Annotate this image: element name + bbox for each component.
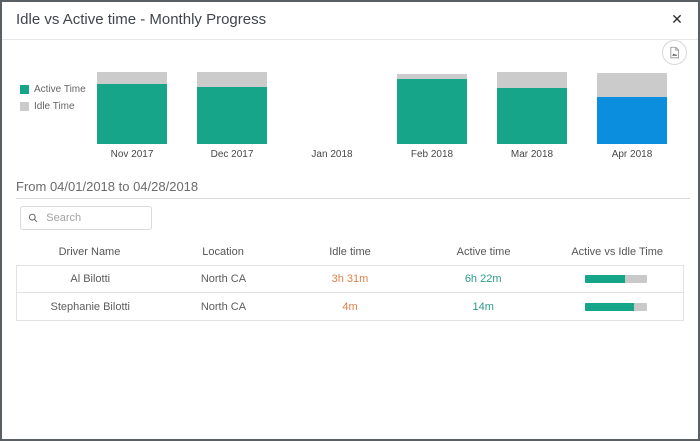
active-segment[interactable] [497, 88, 567, 144]
search-box[interactable] [20, 206, 152, 230]
column-header: Driver Name [58, 246, 121, 258]
month-label: Dec 2017 [210, 149, 254, 160]
export-button[interactable] [662, 40, 687, 65]
active-vs-idle-bar [585, 275, 648, 283]
active-vs-idle-bar [585, 302, 648, 311]
search-icon [28, 213, 38, 223]
table-row[interactable]: Al Bilotti North CA 3h 31m 6h 22m [16, 265, 684, 293]
cell-active-vs-idle [550, 302, 683, 311]
legend-swatch [20, 102, 29, 111]
column-header: Active vs Idle Time [571, 246, 664, 258]
cell-idle-time: 3h 31m [331, 273, 369, 285]
bar-area [482, 62, 582, 144]
bar-nov-2017[interactable] [97, 72, 167, 144]
cell-location: North CA [200, 300, 247, 313]
search-input[interactable] [44, 211, 144, 225]
month-label: Feb 2018 [410, 149, 454, 160]
month-label: Nov 2017 [110, 149, 154, 160]
active-fill [585, 275, 626, 283]
active-segment[interactable] [397, 79, 467, 144]
cell-active-vs-idle [550, 275, 683, 283]
drivers-table: Driver Name Location Idle time Active time A… [16, 242, 684, 321]
dialog-header: Idle vs Active time - Monthly Progress ✕ [2, 2, 698, 40]
cell-idle-time: 4m [342, 300, 358, 313]
bar-feb-2018[interactable] [397, 74, 467, 144]
month-label: Mar 2018 [510, 149, 554, 160]
bar-area [182, 62, 282, 144]
export-image-icon [670, 46, 679, 59]
idle-segment[interactable] [397, 74, 467, 79]
active-segment[interactable] [97, 84, 167, 144]
idle-segment[interactable] [497, 72, 567, 88]
bar-mar-2018[interactable] [497, 72, 567, 144]
chart-plot: Nov 2017 Dec 2017 Jan 2018 Feb 2018 Mar 2018… [82, 62, 682, 162]
chart-slot: Apr 2018 [582, 62, 682, 162]
cell-driver-name: Stephanie Bilotti [50, 300, 131, 313]
bar-apr-2018[interactable] [597, 73, 667, 144]
bar-area [382, 62, 482, 144]
legend-label: Idle Time [34, 101, 75, 112]
column-header: Active time [456, 246, 511, 258]
legend-label: Active Time [34, 84, 86, 95]
active-segment[interactable] [197, 87, 267, 144]
idle-segment[interactable] [597, 73, 667, 97]
idle-segment[interactable] [97, 72, 167, 84]
legend-item-active-time[interactable]: Active Time [20, 84, 86, 95]
column-header: Location [202, 246, 244, 258]
close-icon[interactable]: ✕ [671, 11, 683, 27]
active-segment[interactable] [597, 97, 667, 144]
table-body: Al Bilotti North CA 3h 31m 6h 22m Stephanie … [16, 265, 684, 321]
chart-slot: Mar 2018 [482, 62, 582, 162]
table-header-row: Driver Name Location Idle time Active time A… [16, 242, 684, 262]
chart-slot: Nov 2017 [82, 62, 182, 162]
dialog-title: Idle vs Active time - Monthly Progress [16, 11, 267, 28]
column-header: Idle time [329, 246, 371, 258]
bar-area [582, 62, 682, 144]
chart-slot: Dec 2017 [182, 62, 282, 162]
cell-active-time: 6h 22m [464, 273, 502, 285]
chart-legend: Active Time Idle Time [20, 84, 86, 112]
chart-slot: Feb 2018 [382, 62, 482, 162]
cell-driver-name: Al Bilotti [70, 273, 111, 285]
chart-slot: Jan 2018 [282, 62, 382, 162]
divider [16, 198, 690, 199]
month-label: Apr 2018 [611, 149, 653, 160]
table-row[interactable]: Stephanie Bilotti North CA 4m 14m [16, 293, 684, 321]
bar-area [282, 62, 382, 144]
bar-dec-2017[interactable] [197, 72, 267, 144]
bar-area [82, 62, 182, 144]
cell-location: North CA [200, 273, 247, 285]
legend-swatch [20, 85, 29, 94]
date-range-label: From 04/01/2018 to 04/28/2018 [16, 179, 199, 194]
active-fill [585, 302, 634, 311]
cell-active-time: 14m [472, 300, 494, 313]
month-label: Jan 2018 [311, 149, 353, 160]
idle-segment[interactable] [197, 72, 267, 87]
legend-item-idle-time[interactable]: Idle Time [20, 101, 86, 112]
